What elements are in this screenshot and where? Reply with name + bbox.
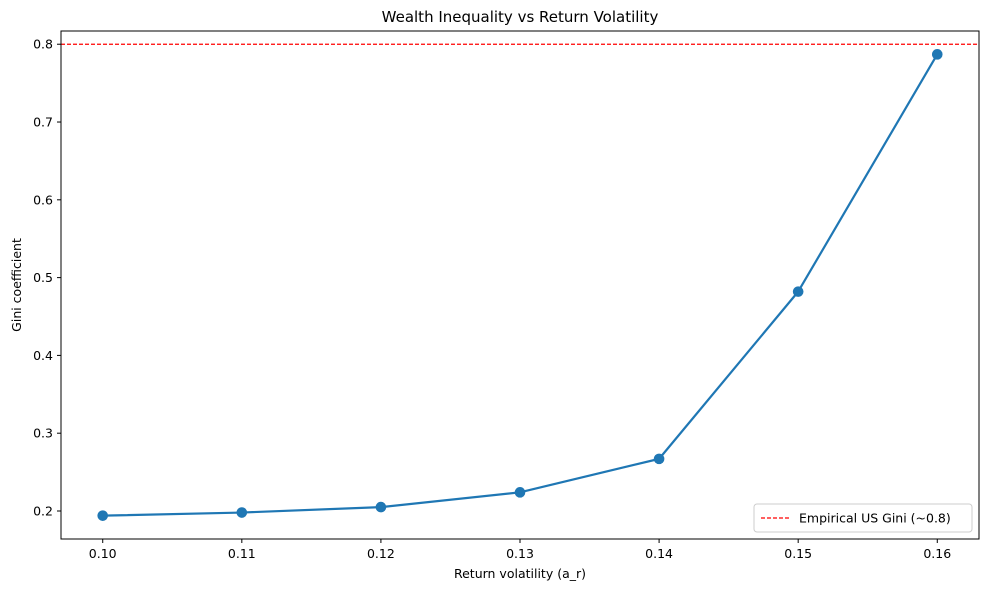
x-tick-label: 0.13: [506, 546, 534, 561]
data-point: [236, 507, 248, 518]
x-tick-label: 0.10: [89, 546, 117, 561]
legend-box: [753, 503, 973, 533]
x-tick-label: 0.16: [923, 546, 951, 561]
x-tick-label: 0.15: [784, 546, 812, 561]
y-tick-label: 0.5: [33, 270, 53, 285]
legend-label: Empirical US Gini (~0.8): [799, 511, 951, 526]
chart-title: Wealth Inequality vs Return Volatility: [382, 8, 659, 26]
y-axis-label: Gini coefficient: [9, 238, 24, 332]
data-point: [97, 510, 109, 521]
data-point: [375, 501, 387, 513]
data-point: [931, 49, 943, 60]
y-tick-label: 0.8: [33, 37, 53, 52]
x-tick-label: 0.12: [367, 546, 395, 561]
y-tick-label: 0.3: [33, 426, 53, 441]
x-axis: 0.10 0.11 0.12 0.13 0.14 0.15 0.16: [89, 539, 951, 561]
y-tick-label: 0.4: [33, 348, 53, 363]
x-axis-label: Return volatility (a_r): [454, 566, 586, 581]
x-tick-label: 0.11: [228, 546, 256, 561]
y-axis: 0.2 0.3 0.4 0.5 0.6 0.7 0.8: [33, 37, 61, 518]
legend: Empirical US Gini (~0.8): [753, 503, 973, 533]
y-tick-label: 0.6: [33, 192, 53, 207]
data-point: [792, 286, 804, 297]
y-tick-label: 0.7: [33, 115, 53, 130]
series-layer: [97, 49, 943, 521]
y-tick-label: 0.2: [33, 503, 53, 518]
data-point: [653, 453, 665, 465]
data-point: [514, 487, 526, 498]
x-tick-label: 0.14: [645, 546, 673, 561]
